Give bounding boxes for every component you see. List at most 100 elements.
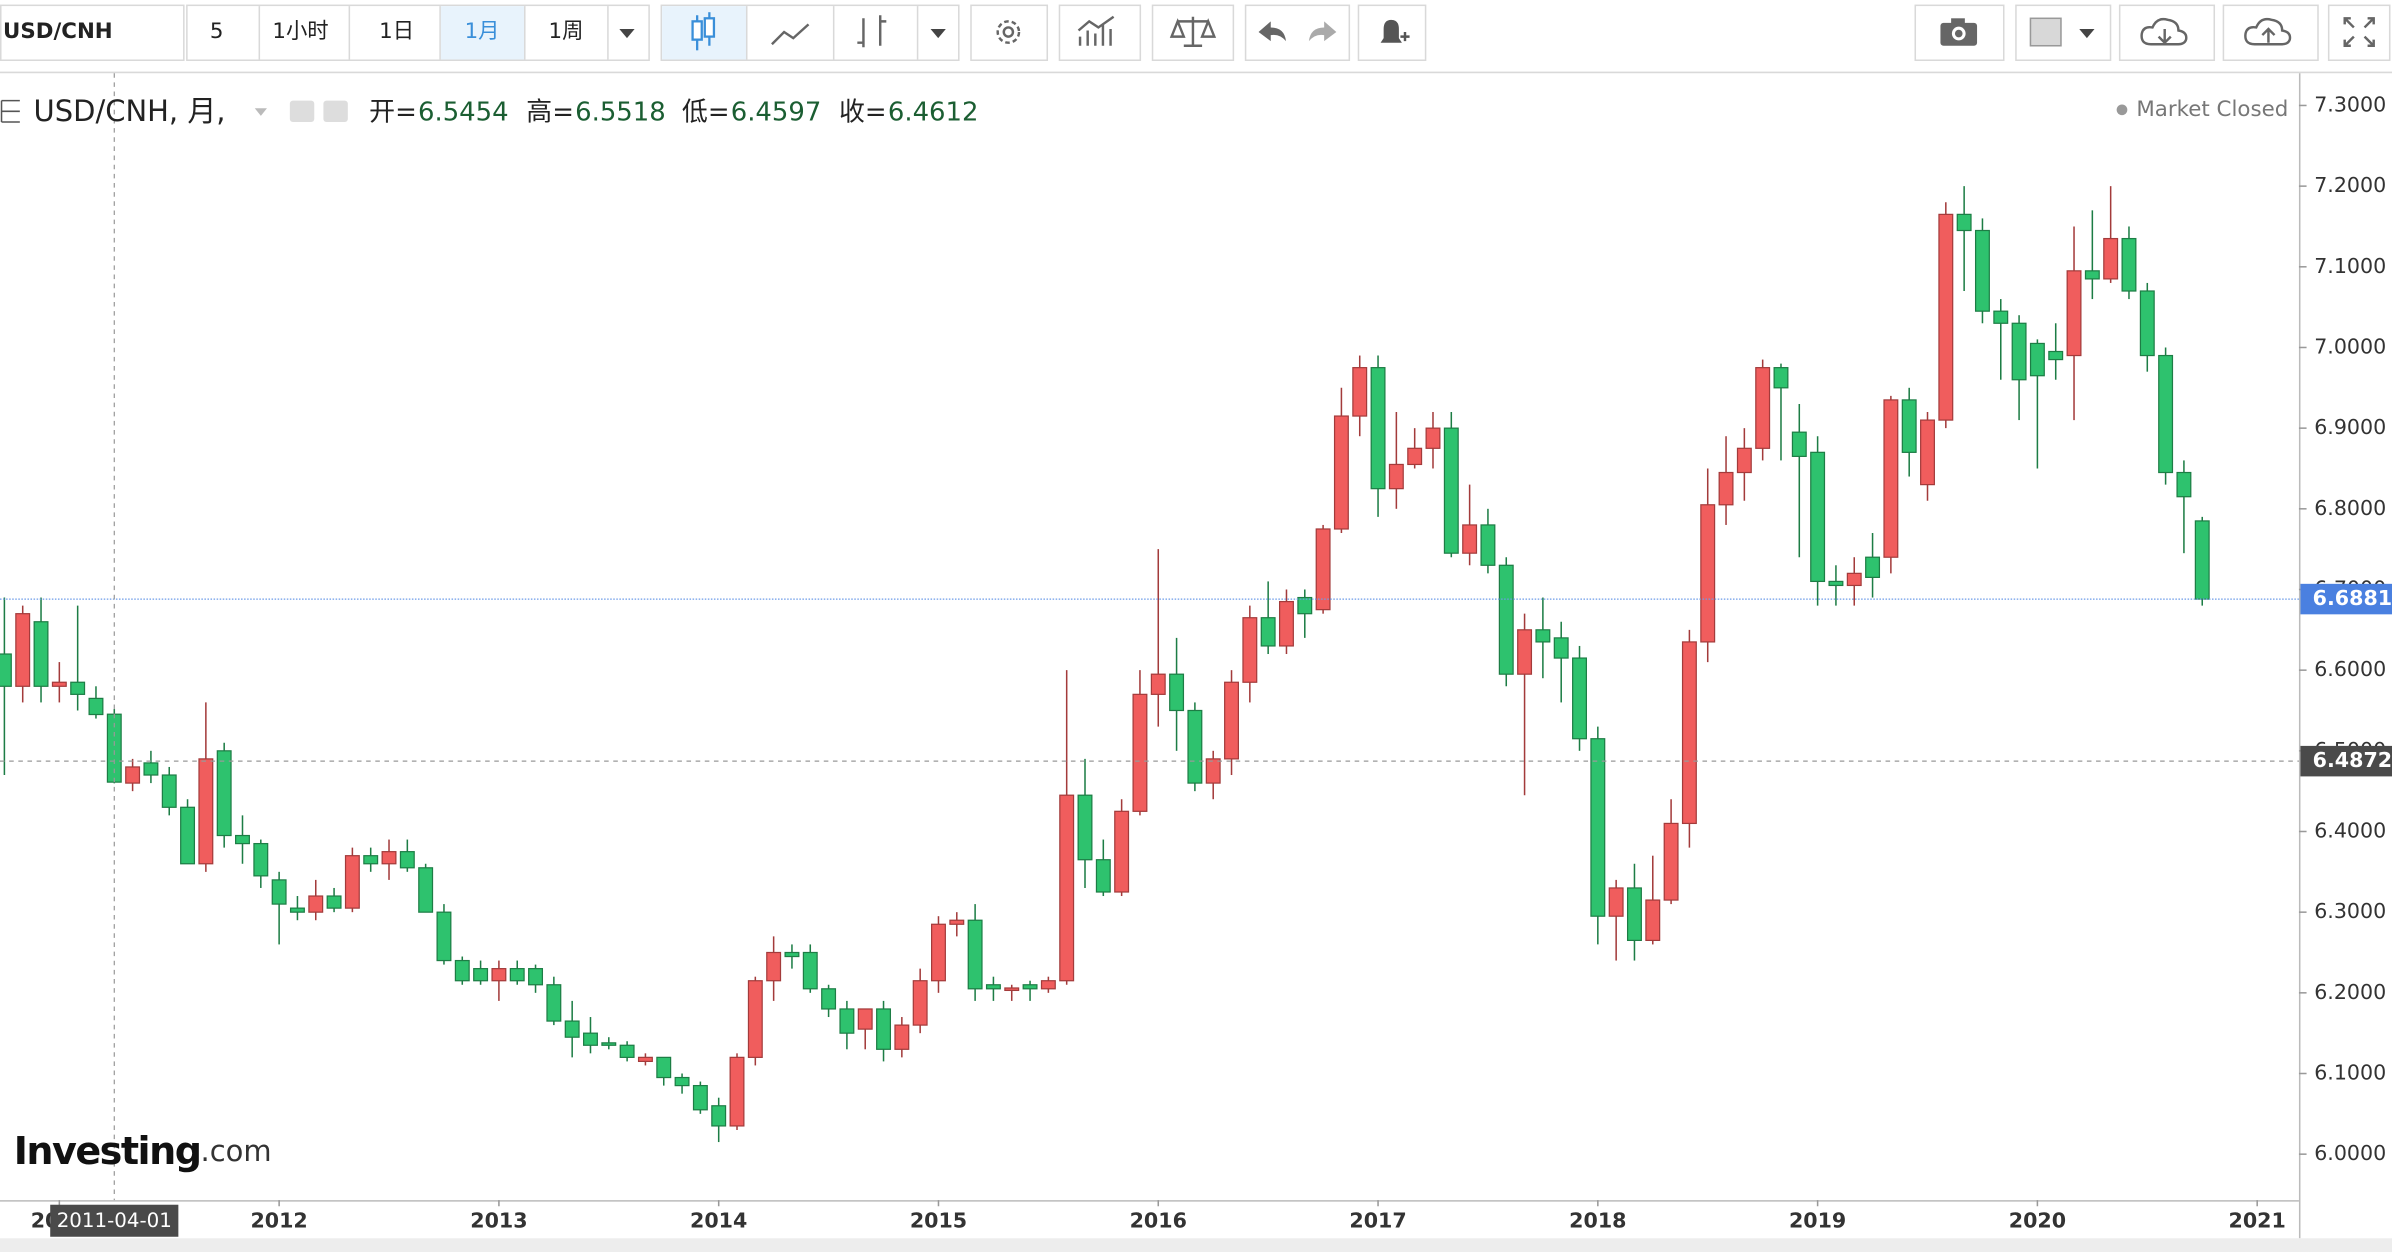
candle-body [931,923,946,982]
symbol-box[interactable] [0,4,185,61]
compare-icon[interactable] [1169,16,1217,47]
candle-body [1956,213,1972,232]
footer-strip [0,1238,2392,1252]
candle-icon[interactable] [691,12,716,51]
candle-body [1150,673,1166,695]
candle-body [1920,419,1935,486]
upload-icon[interactable] [2244,17,2292,46]
candle-body [1865,556,1881,578]
y-tick-label: 7.3000 [2314,92,2386,116]
interval-button[interactable]: 1周 [548,19,583,44]
candle-body [509,968,525,982]
candle-body [1718,471,1734,506]
candle-body [564,1020,580,1038]
candle-body [839,1008,855,1034]
interval-button[interactable]: 1日 [379,19,414,44]
candle-body [216,750,232,837]
candle-body [1700,504,1716,643]
eye-icon[interactable] [289,100,315,122]
candle-body [491,968,507,982]
candle-body [1278,600,1294,647]
x-tick-label: 2017 [1349,1209,1406,1233]
settings-icon[interactable] [996,20,1021,44]
redo-icon[interactable] [1308,21,1337,42]
candle-body [1791,431,1807,457]
interval-button[interactable]: 1小时 [272,19,328,44]
candle-body [1572,657,1587,740]
candle-body [436,911,452,962]
y-tick-label: 7.2000 [2314,173,2386,197]
collapse-icon[interactable] [0,99,20,123]
alert-icon[interactable] [1380,19,1402,46]
candle-body [1169,673,1185,712]
candle-body [1626,887,1642,942]
candle-body [1645,899,1661,942]
candle-body [2103,237,2119,280]
candle-body [454,959,470,982]
crosshair-y-label: 6.4872 [2313,748,2392,772]
candle-body [33,621,49,687]
chart-title: USD/CNH, 月, [34,94,226,128]
undo-icon[interactable] [1258,21,1287,42]
candle-body [692,1084,708,1111]
candle-body [784,951,800,958]
candle-body [1388,463,1404,490]
candle-body [985,984,1001,990]
crosshair-y-bg [2300,745,2392,777]
y-tick-label: 6.6000 [2314,657,2386,681]
watermark-suffix: .com [200,1134,271,1168]
candle-body [637,1056,653,1063]
candle-body [1004,987,1020,992]
candle-body [0,653,12,687]
candle-body [1333,415,1349,530]
candle-body [1846,572,1862,587]
candle-body [912,980,928,1026]
x-tick-label: 2012 [250,1209,307,1233]
download-icon[interactable] [2140,17,2188,46]
bar-icon[interactable] [857,15,887,48]
x-tick-label: 2015 [910,1209,967,1233]
ohlc-value: 6.4597 [731,97,822,127]
camera-icon[interactable] [1940,18,1978,46]
candle-body [344,855,360,909]
interval-button[interactable]: 1月 [465,19,500,44]
candle-body [2158,354,2174,474]
dropdown-icon[interactable] [619,28,635,39]
candle-body [1553,637,1569,659]
color-icon[interactable] [2029,17,2062,47]
line-icon[interactable] [771,23,810,46]
candle-body [2011,322,2027,381]
candle-body [2084,270,2100,280]
candle-body [821,988,837,1010]
fullscreen-icon[interactable] [2343,17,2375,47]
candle-body [180,806,196,865]
legend-header: USD/CNH, 月, 开= 6.5454 高= 6.5518 低= 6.4597 收= 6.… [0,94,2288,128]
ohlc-label: 收= [839,97,887,127]
watermark: Investing.com [14,1128,272,1172]
indicator-icon[interactable] [1077,15,1115,46]
candle-body [51,681,67,687]
candle-body [1205,758,1221,784]
candle-body [1590,738,1606,917]
candle-body [747,980,763,1058]
candle-body [1828,580,1844,587]
x-tick-label: 2018 [1569,1209,1626,1233]
candle-body [601,1042,617,1046]
candle-body [1352,367,1368,417]
interval-button[interactable]: 5 [210,19,224,44]
candle-body [399,851,415,869]
candle-body [967,919,983,990]
candle-body [1407,447,1423,466]
candle-body [2066,270,2082,357]
candle-body [1462,524,1478,554]
candle-body [1114,810,1130,893]
settings-small-icon[interactable] [323,100,348,122]
candle-body [1681,641,1697,825]
candle-body [1260,617,1276,647]
candle-body [949,919,965,925]
candle-body [1425,427,1441,449]
ohlc-value: 6.5518 [575,97,666,127]
y-tick-label: 6.4000 [2314,818,2386,842]
candle-body [1773,367,1789,389]
